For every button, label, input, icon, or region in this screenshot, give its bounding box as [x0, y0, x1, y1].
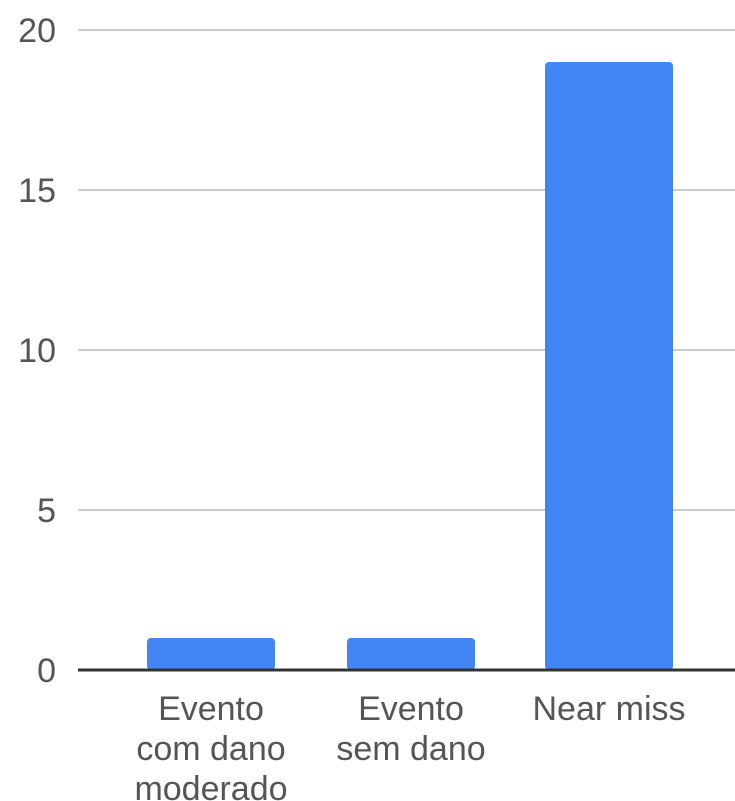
bars	[147, 62, 673, 670]
bar	[347, 638, 475, 670]
bar	[545, 62, 673, 670]
bar	[147, 638, 275, 670]
y-tick-label: 20	[18, 12, 56, 50]
x-tick-label: com dano	[136, 730, 285, 768]
y-tick-label: 15	[18, 172, 56, 210]
y-tick-label: 0	[37, 652, 56, 690]
x-tick-label: Evento	[358, 690, 464, 728]
x-tick-label: moderado	[134, 770, 287, 801]
x-tick-label: Evento	[158, 690, 264, 728]
y-tick-label: 10	[18, 332, 56, 370]
x-tick-label: Near miss	[532, 690, 685, 728]
y-tick-label: 5	[37, 492, 56, 530]
x-tick-label: sem dano	[336, 730, 485, 768]
